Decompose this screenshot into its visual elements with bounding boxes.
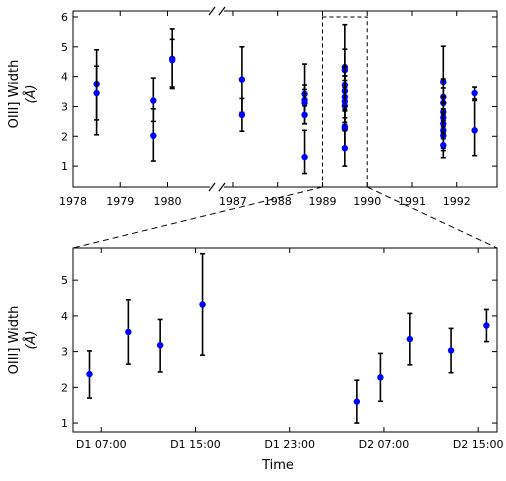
axis-break-mark: [218, 182, 226, 192]
data-point: [353, 398, 361, 405]
y-tick-label: 3: [61, 346, 68, 359]
data-point-group: [125, 299, 132, 365]
x-tick-label: D2 15:00: [453, 438, 504, 451]
data-point-group: [150, 108, 157, 162]
y-tick-label: 4: [61, 71, 68, 84]
x-tick-label: D1 07:00: [76, 438, 127, 451]
x-tick-label: 1978: [59, 195, 87, 208]
data-point-group: [150, 77, 157, 123]
axis-break-mark: [208, 182, 216, 192]
data-point: [238, 111, 246, 119]
data-point-group: [341, 129, 349, 167]
y-tick-label: 2: [61, 130, 68, 143]
data-point-group: [447, 327, 455, 374]
axis-break-gap-bottom: [210, 182, 224, 192]
data-point-group: [353, 379, 361, 424]
zoom-plot-frame: [72, 247, 498, 433]
x-tick-label: D1 15:00: [170, 438, 221, 451]
y-tick-label: 1: [61, 417, 68, 430]
data-point: [471, 89, 478, 97]
x-tick-label: 1989: [308, 195, 336, 208]
data-point-group: [156, 318, 164, 373]
data-point-group: [377, 352, 384, 403]
zoom-panel: 1 2 3 4 5 D1 07:00 D1 15:00 D1 23:00 D2 07:00 D2…: [7, 247, 504, 473]
zoom-connector-right: [367, 186, 498, 249]
overview-y-axis-title: OIII] Width: [7, 60, 22, 129]
zoom-region-box: [321, 16, 368, 188]
data-point-group: [199, 252, 206, 356]
data-point: [406, 335, 414, 343]
data-point-group: [93, 65, 100, 121]
zoom-y-axis-title: OIII] Width: [7, 306, 22, 375]
zoom-connector-left: [72, 186, 323, 249]
data-point: [377, 374, 384, 381]
overview-y-axis-unit: (Å): [23, 84, 39, 103]
data-point: [301, 111, 308, 119]
data-point: [93, 89, 100, 97]
y-tick-label: 5: [61, 41, 68, 54]
data-point: [301, 99, 308, 107]
x-tick-label: 1991: [398, 195, 426, 208]
x-tick-label: 1992: [443, 195, 471, 208]
data-point: [440, 142, 447, 149]
data-point: [301, 153, 308, 161]
zoom-y-axis-unit: (Å): [23, 330, 39, 349]
zoom-x-axis-title: Time: [261, 458, 294, 473]
y-tick-label: 5: [61, 274, 68, 287]
x-tick-label: D1 23:00: [264, 438, 315, 451]
data-point-group: [471, 99, 478, 157]
axis-break-mark: [208, 6, 216, 16]
data-point: [156, 341, 164, 349]
data-point: [86, 370, 93, 378]
data-point: [150, 97, 157, 104]
data-point-group: [483, 308, 490, 343]
data-point: [471, 127, 478, 134]
x-tick-label: 1988: [264, 195, 292, 208]
axis-break-mark: [218, 6, 226, 16]
data-point-group: [238, 97, 246, 133]
data-point-group: [471, 86, 478, 100]
axis-break-gap-top: [210, 6, 224, 16]
data-point: [483, 322, 490, 329]
data-point: [199, 301, 206, 308]
data-point-group: [301, 129, 308, 175]
data-point: [447, 347, 455, 354]
data-point-group: [86, 350, 93, 399]
overview-plot-frame: [72, 10, 498, 188]
y-tick-label: 6: [61, 11, 68, 24]
data-point: [150, 132, 157, 139]
x-tick-label: 1980: [153, 195, 181, 208]
x-tick-label: 1987: [219, 195, 247, 208]
data-point: [125, 328, 132, 336]
data-point: [238, 76, 246, 83]
data-point-group: [440, 131, 447, 159]
x-tick-label: 1979: [106, 195, 134, 208]
data-point-group: [169, 38, 176, 88]
data-point: [341, 145, 349, 152]
y-tick-label: 1: [61, 160, 68, 173]
y-tick-label: 2: [61, 381, 68, 394]
x-tick-label: D2 07:00: [359, 438, 410, 451]
data-point-group: [301, 105, 308, 125]
y-tick-label: 3: [61, 100, 68, 113]
x-tick-label: 1990: [353, 195, 381, 208]
data-point-group: [406, 312, 414, 366]
y-tick-label: 4: [61, 310, 68, 323]
data-point: [169, 57, 176, 64]
overview-panel: 1 2 3 4 5 6 1978 1979 1980 1987 1988 1989 1990 1991 1…: [7, 6, 498, 208]
